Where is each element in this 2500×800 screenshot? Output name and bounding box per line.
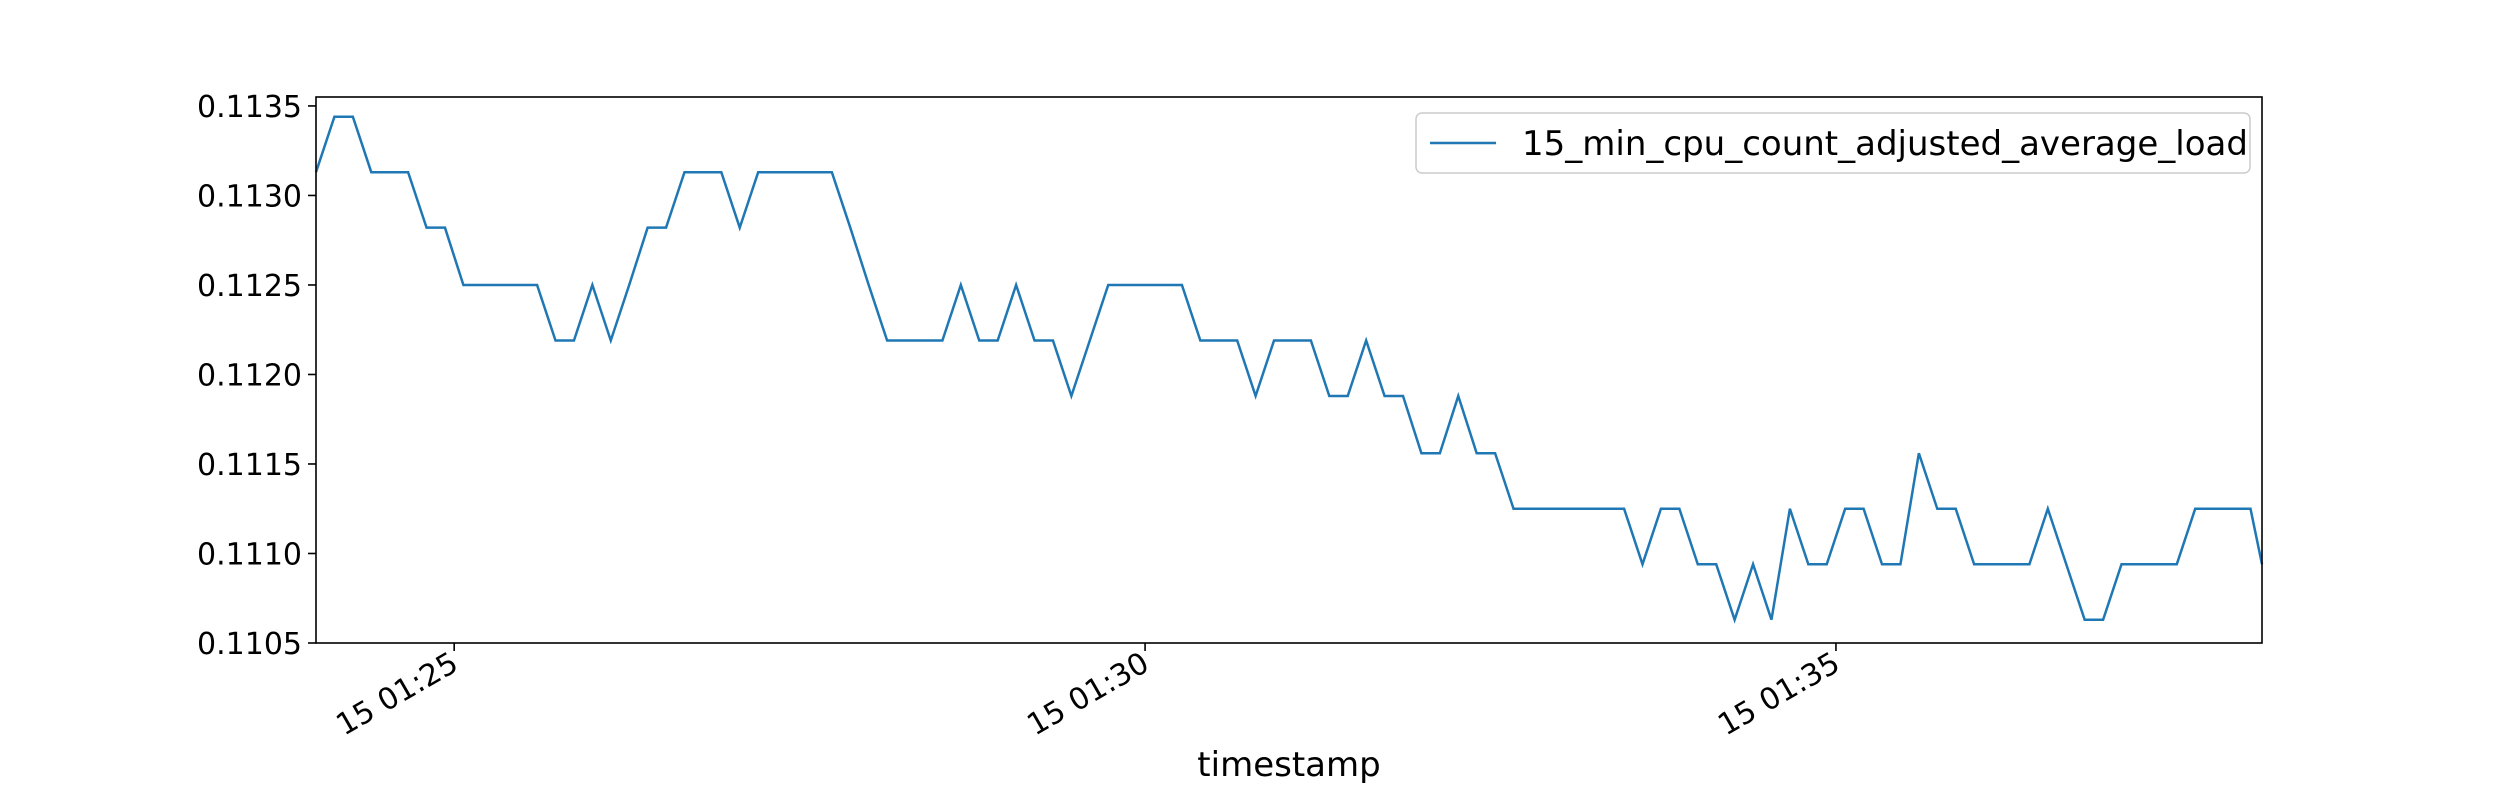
y-tick-label: 0.1125 (197, 269, 302, 304)
y-tick-label: 0.1110 (197, 537, 302, 572)
series-layer (314, 115, 2264, 624)
series-line-0 (314, 115, 2264, 624)
legend-box (1415, 112, 2251, 174)
legend-entry-label: 15_min_cpu_count_adjusted_average_load (1522, 124, 2248, 164)
y-tick-label: 0.1115 (197, 448, 302, 483)
y-tick-label: 0.1135 (197, 90, 302, 125)
plot-area-frame (315, 96, 2263, 644)
y-tick-label: 0.1105 (197, 627, 302, 662)
y-tick-label: 0.1130 (197, 179, 302, 214)
y-tick-label: 0.1120 (197, 358, 302, 393)
legend: 15_min_cpu_count_adjusted_average_load (1415, 112, 2251, 174)
y-axis: 0.1105 0.1110 0.1115 0.1120 0.1125 0.1130 0.11… (197, 90, 316, 662)
x-axis-label: timestamp (1197, 745, 1380, 785)
